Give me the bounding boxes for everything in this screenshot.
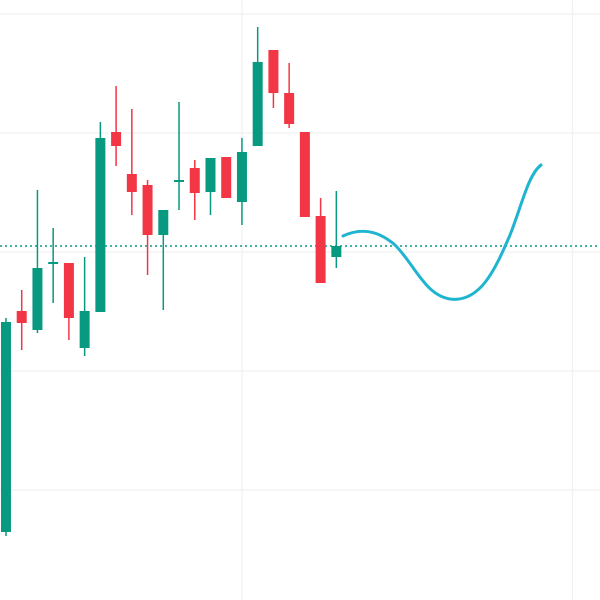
- candle-body: [48, 262, 59, 264]
- candle-body: [189, 168, 200, 193]
- candles: [0, 27, 342, 536]
- candle-body: [174, 180, 185, 182]
- candle-body: [252, 62, 263, 146]
- candle-body: [331, 246, 342, 257]
- candle-body: [315, 216, 326, 283]
- drawn-curve: [341, 163, 543, 301]
- candle-body: [0, 322, 11, 532]
- candle-body: [236, 152, 247, 202]
- candle-body: [158, 210, 169, 235]
- candle-body: [205, 158, 216, 192]
- candle-body: [16, 311, 27, 323]
- candle-body: [142, 185, 153, 235]
- candle-body: [79, 311, 90, 348]
- candle-body: [126, 174, 137, 192]
- candle-body: [268, 50, 279, 93]
- candle-body: [32, 268, 43, 330]
- candle-body: [95, 138, 106, 312]
- candle-body: [284, 93, 295, 124]
- candle-body: [111, 132, 122, 146]
- candle-body: [63, 263, 74, 318]
- candle-body: [221, 157, 232, 198]
- candle-body: [299, 132, 310, 217]
